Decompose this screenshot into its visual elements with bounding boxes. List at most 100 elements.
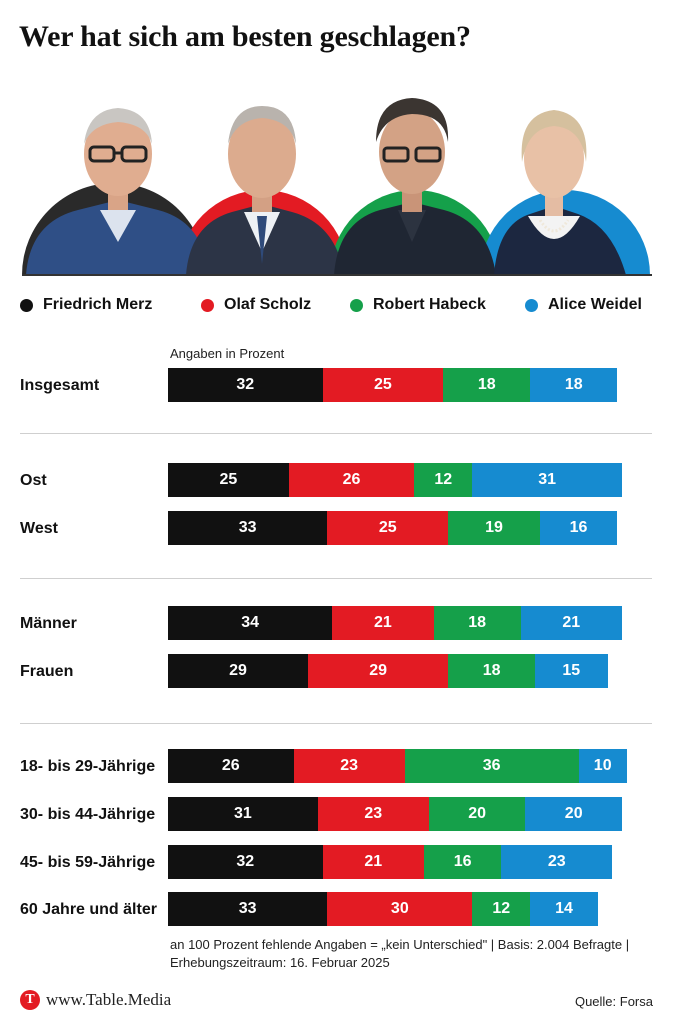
bar-segment-scholz xyxy=(327,892,473,926)
bar-segment-scholz xyxy=(322,845,424,879)
row-label: Frauen xyxy=(20,663,74,680)
data-label-scholz: 30 xyxy=(390,900,409,917)
bar-segment-habeck xyxy=(448,511,540,545)
row-label: 45- bis 59-Jährige xyxy=(20,854,156,871)
data-label-merz: 33 xyxy=(238,519,257,536)
legend-dot-merz xyxy=(20,298,33,312)
data-label-merz: 33 xyxy=(238,900,257,917)
bar-segment-habeck xyxy=(423,845,502,879)
data-label-weidel: 23 xyxy=(547,853,566,870)
data-label-habeck: 19 xyxy=(485,519,503,536)
data-label-habeck: 18 xyxy=(468,614,486,631)
data-label-merz: 34 xyxy=(241,614,259,631)
data-label-habeck: 16 xyxy=(453,853,472,870)
bar-segment-scholz xyxy=(317,797,429,831)
bar-segment-weidel xyxy=(520,606,622,640)
portraits-illustration xyxy=(22,98,652,276)
bar-segment-weidel xyxy=(578,749,627,783)
data-label-weidel: 16 xyxy=(569,519,588,536)
bar-segment-merz xyxy=(168,749,294,783)
bar-segment-merz xyxy=(168,654,309,688)
bar-segment-habeck xyxy=(428,797,526,831)
bar-segment-scholz xyxy=(288,463,415,497)
footnote: an 100 Prozent fehlende Angaben = „kein … xyxy=(170,936,650,972)
bar-segment-weidel xyxy=(539,511,618,545)
data-label-scholz: 26 xyxy=(342,471,361,488)
data-label-weidel: 15 xyxy=(562,662,581,679)
bar-segment-weidel xyxy=(501,845,613,879)
bar-segment-habeck xyxy=(404,749,579,783)
data-label-habeck: 12 xyxy=(492,900,511,917)
bar-segment-weidel xyxy=(472,463,622,497)
data-label-weidel: 14 xyxy=(555,900,573,917)
bar-segment-habeck xyxy=(448,654,536,688)
legend-dot-habeck xyxy=(350,298,363,312)
bar-segment-weidel xyxy=(530,368,618,402)
bar-segment-weidel xyxy=(525,797,622,831)
legend: Friedrich Merz Olaf Scholz Robert Habeck… xyxy=(20,296,660,318)
bar-segment-habeck xyxy=(472,892,531,926)
legend-item-scholz: Olaf Scholz xyxy=(201,296,311,314)
row-label: Ost xyxy=(20,472,47,489)
legend-label-merz: Friedrich Merz xyxy=(43,296,153,313)
legend-dot-scholz xyxy=(201,298,214,312)
data-label-habeck: 18 xyxy=(482,662,501,679)
bar-segment-merz xyxy=(168,368,323,402)
data-label-weidel: 20 xyxy=(564,805,583,822)
data-label-scholz: 23 xyxy=(364,805,383,822)
row-label: 18- bis 29-Jährige xyxy=(20,758,156,775)
legend-label-habeck: Robert Habeck xyxy=(373,296,486,313)
data-label-scholz: 21 xyxy=(364,853,383,870)
legend-label-scholz: Olaf Scholz xyxy=(224,296,312,313)
bar-segment-scholz xyxy=(332,606,434,640)
data-label-habeck: 12 xyxy=(434,471,453,488)
bar-segment-scholz xyxy=(293,749,405,783)
data-label-weidel: 10 xyxy=(593,757,612,774)
habeck-portrait xyxy=(334,98,496,275)
unit-note: Angaben in Prozent xyxy=(170,346,285,361)
bar-segment-habeck xyxy=(414,463,473,497)
group-divider xyxy=(20,433,652,434)
weidel-portrait xyxy=(494,110,626,275)
legend-item-merz: Friedrich Merz xyxy=(20,296,152,314)
bar-segment-habeck xyxy=(443,368,531,402)
bar-segment-merz xyxy=(168,463,289,497)
data-label-merz: 29 xyxy=(229,662,247,679)
group-divider xyxy=(20,723,652,724)
bar-segment-merz xyxy=(168,511,328,545)
footnote-line: Erhebungszeitraum: 16. Februar 2025 xyxy=(170,955,390,970)
bar-segment-scholz xyxy=(308,654,449,688)
bar-segment-scholz xyxy=(327,511,449,545)
bar-segment-weidel xyxy=(535,654,608,688)
data-label-habeck: 18 xyxy=(477,376,496,393)
brand-url: www.Table.Media xyxy=(46,990,172,1009)
bar-segment-merz xyxy=(168,845,323,879)
bar-segment-habeck xyxy=(433,606,521,640)
bar-segment-merz xyxy=(168,892,328,926)
data-label-weidel: 31 xyxy=(538,471,557,488)
data-label-merz: 32 xyxy=(236,853,255,870)
row-label: Männer xyxy=(20,615,77,632)
page-title: Wer hat sich am besten geschlagen? xyxy=(19,20,471,53)
row-label: Insgesamt xyxy=(20,377,100,394)
legend-label-weidel: Alice Weidel xyxy=(548,296,642,313)
data-label-merz: 25 xyxy=(219,471,238,488)
row-label: 30- bis 44-Jährige xyxy=(20,806,156,823)
data-label-habeck: 36 xyxy=(482,757,501,774)
data-label-scholz: 25 xyxy=(378,519,397,536)
group-divider xyxy=(20,578,652,579)
legend-dot-weidel xyxy=(525,298,538,312)
row-label: West xyxy=(20,520,58,537)
source-credit: Quelle: Forsa xyxy=(574,994,653,1009)
table-media-logo-icon: T xyxy=(20,990,40,1010)
data-label-habeck: 20 xyxy=(468,805,486,822)
data-label-merz: 32 xyxy=(236,376,255,393)
data-label-weidel: 18 xyxy=(564,376,583,393)
footnote-line: an 100 Prozent fehlende Angaben = „kein … xyxy=(170,937,630,952)
data-label-scholz: 29 xyxy=(369,662,387,679)
row-label: 60 Jahre und älter xyxy=(20,901,157,918)
bar-segment-weidel xyxy=(530,892,598,926)
merz-portrait xyxy=(26,108,208,275)
legend-item-habeck: Robert Habeck xyxy=(350,296,486,314)
data-label-merz: 31 xyxy=(233,805,252,822)
